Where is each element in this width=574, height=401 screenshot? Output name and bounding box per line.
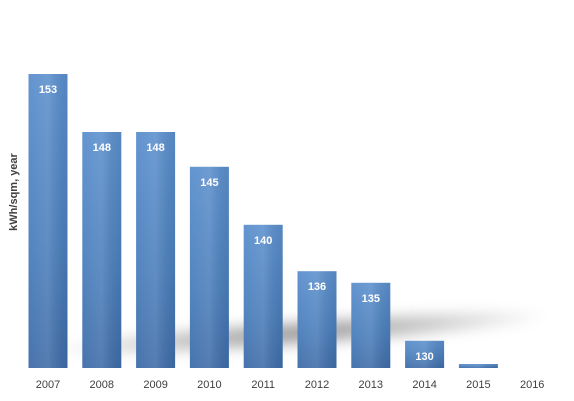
y-axis-label: kWh/sqm, year	[8, 152, 20, 230]
bar-sheen-2009	[136, 132, 176, 368]
x-tick-label-2010: 2010	[197, 379, 221, 391]
x-tick-label-2009: 2009	[143, 379, 167, 391]
data-label-2016: 127	[523, 386, 541, 398]
bar-sheen-2015	[458, 364, 498, 368]
bar-sheen-2014	[405, 340, 445, 368]
data-label-2014: 130	[415, 351, 433, 363]
bar-sheen-2013	[351, 282, 391, 368]
data-label-2010: 145	[200, 177, 218, 189]
x-tick-label-2011: 2011	[251, 379, 275, 391]
x-tick-label-2007: 2007	[36, 379, 60, 391]
data-label-2015: 128	[469, 374, 487, 386]
bar-sheen-2008	[82, 132, 122, 368]
x-tick-label-2014: 2014	[412, 379, 436, 391]
bar-sheen-2010	[189, 166, 229, 368]
x-tick-label-2016: 2016	[520, 379, 544, 391]
data-label-2009: 148	[146, 142, 164, 154]
x-tick-label-2008: 2008	[90, 379, 114, 391]
data-label-2013: 135	[362, 293, 380, 305]
data-label-2012: 136	[308, 281, 326, 293]
x-tick-label-2015: 2015	[466, 379, 490, 391]
data-label-2008: 148	[93, 142, 111, 154]
x-tick-labels-layer: 2007 2008 2009 2010 2011 2012 2013 2014 2015 2016	[36, 379, 545, 391]
bar-sheen-2011	[243, 224, 283, 368]
data-labels-layer: 153 148 148 145 140 136 135 130 128 127	[39, 84, 542, 398]
data-label-2007: 153	[39, 84, 57, 96]
x-tick-label-2013: 2013	[359, 379, 383, 391]
bars-layer	[28, 74, 498, 368]
x-tick-label-2012: 2012	[305, 379, 329, 391]
bar-sheen-2007	[28, 74, 68, 368]
data-label-2011: 140	[254, 235, 272, 247]
bar-sheen-2012	[297, 271, 337, 368]
